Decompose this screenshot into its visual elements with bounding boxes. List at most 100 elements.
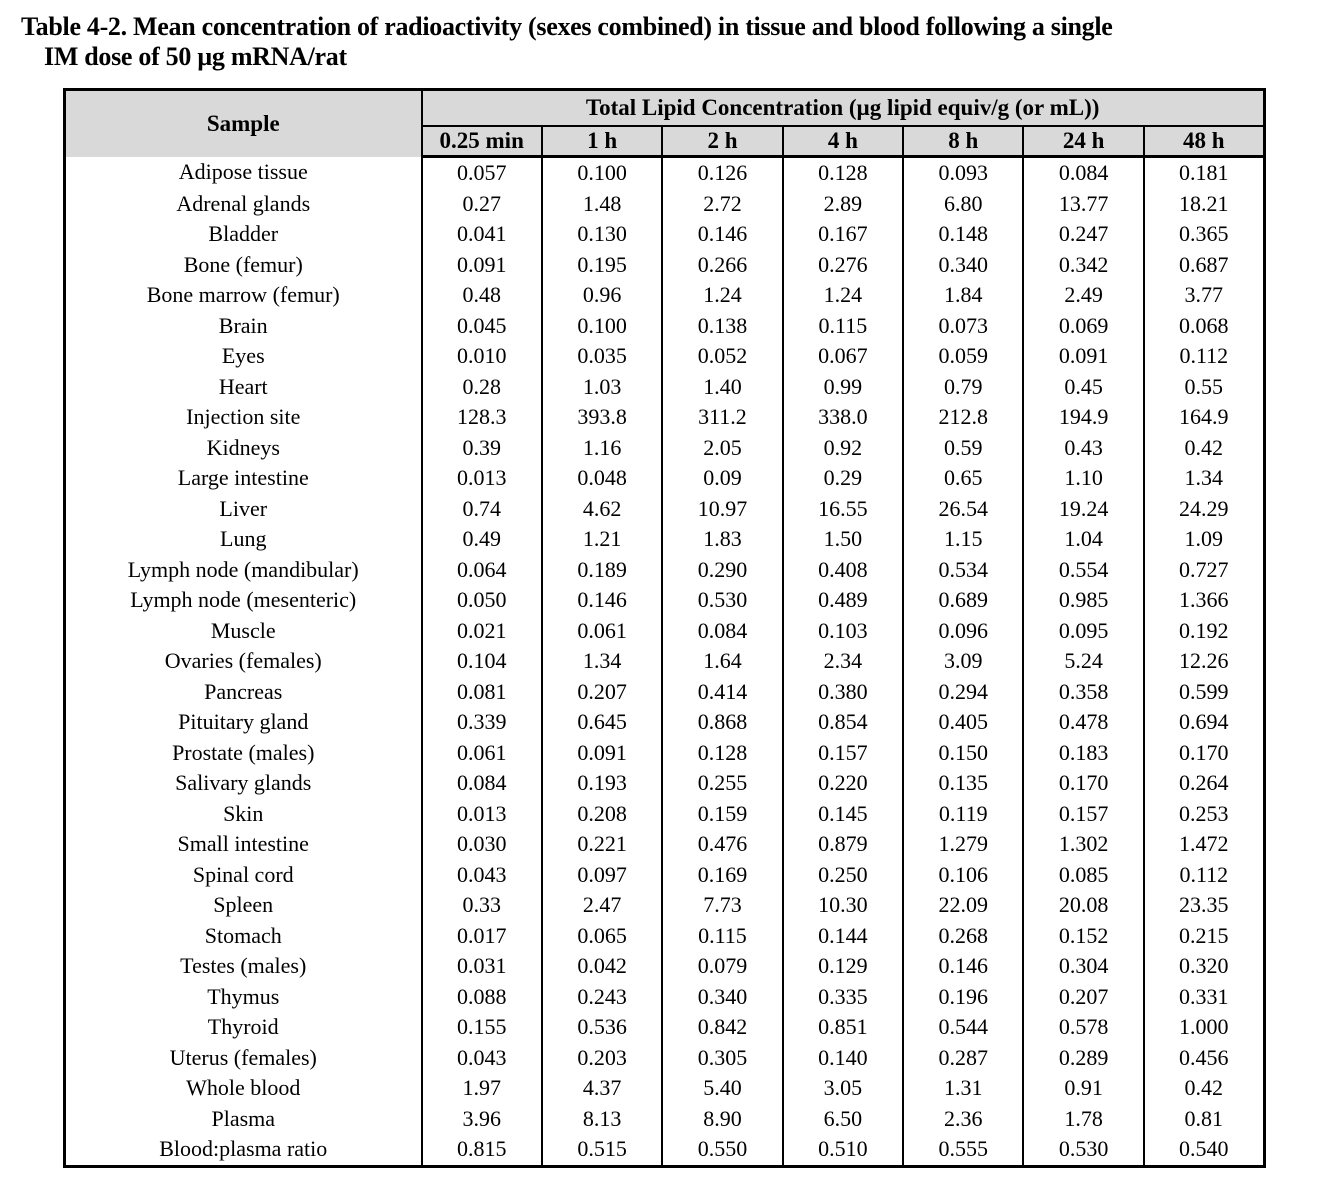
value-cell: 0.093 (902, 156, 1025, 189)
value-cell: 0.031 (420, 951, 543, 982)
value-cell: 5.40 (661, 1073, 784, 1104)
value-cell: 0.126 (661, 156, 784, 189)
table-row: Spleen 0.33 2.47 7.73 10.30 22.09 20.08 23.35 (63, 890, 1266, 921)
table-row: Uterus (females) 0.043 0.203 0.305 0.140 0.28… (63, 1042, 1266, 1073)
value-cell: 0.253 (1142, 798, 1266, 829)
value-cell: 0.45 (1022, 371, 1145, 402)
value-cell: 0.510 (781, 1134, 905, 1166)
table-row: Small intestine 0.030 0.221 0.476 0.879 1.279… (63, 829, 1266, 860)
value-cell: 0.189 (540, 554, 664, 585)
value-cell: 2.47 (540, 890, 664, 921)
value-cell: 0.041 (420, 219, 543, 250)
value-cell: 0.578 (1022, 1012, 1145, 1043)
value-cell: 0.358 (1022, 676, 1145, 707)
sample-cell: Liver (63, 493, 423, 524)
value-cell: 1.34 (540, 646, 664, 677)
value-cell: 311.2 (661, 402, 784, 433)
value-cell: 0.088 (420, 981, 543, 1012)
value-cell: 0.010 (420, 341, 543, 372)
col-header-time-6: 48 h (1142, 126, 1266, 158)
sample-cell: Ovaries (females) (63, 646, 423, 677)
value-cell: 0.243 (540, 981, 664, 1012)
value-cell: 20.08 (1022, 890, 1145, 921)
value-cell: 0.42 (1142, 1073, 1266, 1104)
value-cell: 0.091 (1022, 341, 1145, 372)
col-header-time-2: 2 h (661, 126, 784, 158)
value-cell: 0.021 (420, 615, 543, 646)
value-cell: 0.152 (1022, 920, 1145, 951)
value-cell: 0.380 (781, 676, 905, 707)
value-cell: 0.287 (902, 1042, 1025, 1073)
value-cell: 0.304 (1022, 951, 1145, 982)
value-cell: 0.203 (540, 1042, 664, 1073)
value-cell: 1.10 (1022, 463, 1145, 494)
value-cell: 19.24 (1022, 493, 1145, 524)
value-cell: 0.43 (1022, 432, 1145, 463)
sample-cell: Plasma (63, 1103, 423, 1134)
value-cell: 0.55 (1142, 371, 1266, 402)
value-cell: 1.04 (1022, 524, 1145, 555)
value-cell: 0.536 (540, 1012, 664, 1043)
value-cell: 0.048 (540, 463, 664, 494)
value-cell: 0.305 (661, 1042, 784, 1073)
value-cell: 4.37 (540, 1073, 664, 1104)
value-cell: 0.365 (1142, 219, 1266, 250)
sample-cell: Spinal cord (63, 859, 423, 890)
sample-cell: Bone marrow (femur) (63, 280, 423, 311)
sample-cell: Lymph node (mesenteric) (63, 585, 423, 616)
value-cell: 0.207 (1022, 981, 1145, 1012)
table-row: Bladder 0.041 0.130 0.146 0.167 0.148 0.247 0.3… (63, 219, 1266, 250)
value-cell: 0.81 (1142, 1103, 1266, 1134)
sample-cell: Pituitary gland (63, 707, 423, 738)
value-cell: 0.92 (781, 432, 905, 463)
value-cell: 0.215 (1142, 920, 1266, 951)
table-row: Stomach 0.017 0.065 0.115 0.144 0.268 0.152 0.2… (63, 920, 1266, 951)
value-cell: 0.181 (1142, 156, 1266, 189)
value-cell: 0.157 (1022, 798, 1145, 829)
value-cell: 12.26 (1142, 646, 1266, 677)
value-cell: 0.061 (420, 737, 543, 768)
value-cell: 1.50 (781, 524, 905, 555)
value-cell: 0.017 (420, 920, 543, 951)
value-cell: 0.842 (661, 1012, 784, 1043)
value-cell: 13.77 (1022, 188, 1145, 219)
sample-cell: Injection site (63, 402, 423, 433)
value-cell: 1.366 (1142, 585, 1266, 616)
value-cell: 0.342 (1022, 249, 1145, 280)
value-cell: 338.0 (781, 402, 905, 433)
table-row: Thyroid 0.155 0.536 0.842 0.851 0.544 0.578 1.0… (63, 1012, 1266, 1043)
value-cell: 24.29 (1142, 493, 1266, 524)
table-row: Whole blood 1.97 4.37 5.40 3.05 1.31 0.91 0.42 (63, 1073, 1266, 1104)
table-row: Heart 0.28 1.03 1.40 0.99 0.79 0.45 0.55 (63, 371, 1266, 402)
value-cell: 0.530 (1022, 1134, 1145, 1166)
value-cell: 0.115 (661, 920, 784, 951)
sample-cell: Stomach (63, 920, 423, 951)
value-cell: 0.167 (781, 219, 905, 250)
value-cell: 0.59 (902, 432, 1025, 463)
value-cell: 10.97 (661, 493, 784, 524)
value-cell: 0.069 (1022, 310, 1145, 341)
value-cell: 0.550 (661, 1134, 784, 1166)
value-cell: 0.29 (781, 463, 905, 494)
value-cell: 0.130 (540, 219, 664, 250)
value-cell: 2.34 (781, 646, 905, 677)
value-cell: 1.279 (902, 829, 1025, 860)
sample-cell: Bladder (63, 219, 423, 250)
value-cell: 0.112 (1142, 859, 1266, 890)
table-row: Testes (males) 0.031 0.042 0.079 0.129 0.146 0… (63, 951, 1266, 982)
value-cell: 0.091 (420, 249, 543, 280)
value-cell: 0.081 (420, 676, 543, 707)
col-header-time-5: 24 h (1022, 126, 1145, 158)
value-cell: 0.170 (1142, 737, 1266, 768)
value-cell: 1.97 (420, 1073, 543, 1104)
table-row: Bone (femur) 0.091 0.195 0.266 0.276 0.340 0.3… (63, 249, 1266, 280)
col-header-sample: Sample (63, 89, 423, 157)
value-cell: 0.208 (540, 798, 664, 829)
value-cell: 2.49 (1022, 280, 1145, 311)
table-row: Adrenal glands 0.27 1.48 2.72 2.89 6.80 13.77 1… (63, 188, 1266, 219)
sample-cell: Small intestine (63, 829, 423, 860)
value-cell: 0.104 (420, 646, 543, 677)
value-cell: 0.085 (1022, 859, 1145, 890)
value-cell: 0.043 (420, 1042, 543, 1073)
